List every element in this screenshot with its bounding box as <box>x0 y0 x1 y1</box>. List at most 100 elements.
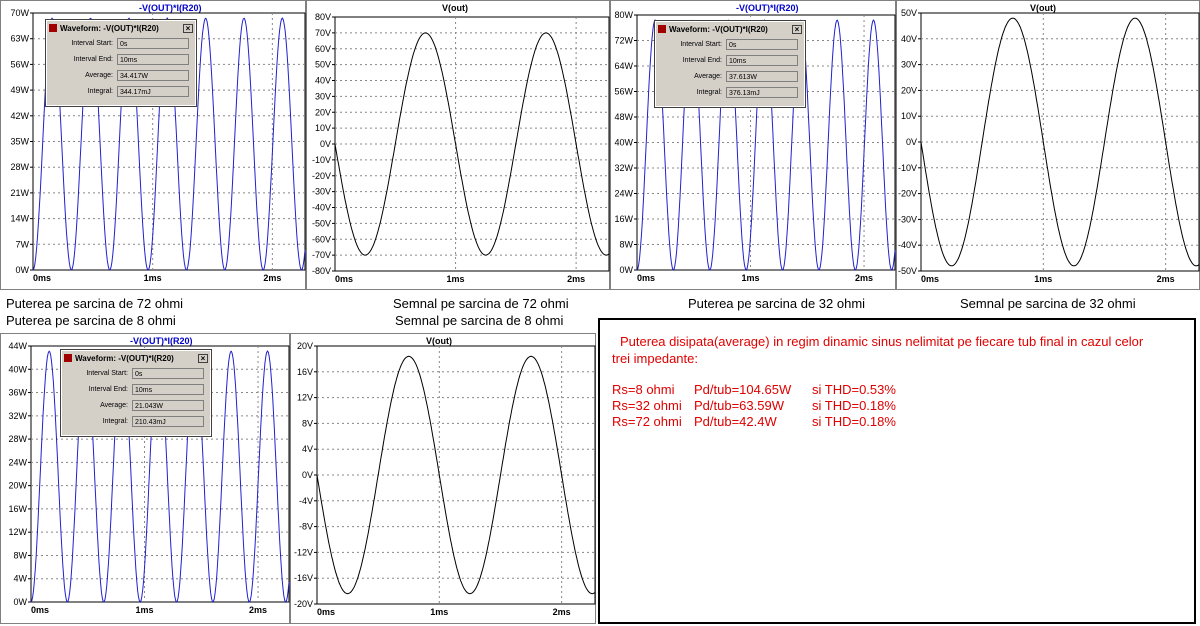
interval-start-label: Interval Start: <box>86 369 128 377</box>
waveform-dialog-8-ohm[interactable]: Waveform: -V(OUT)*I(R20) × Interval Start… <box>60 349 212 437</box>
y-tick-label: -60V <box>312 234 331 244</box>
results-note-box: Puterea disipata(average) in regim dinam… <box>598 318 1196 624</box>
x-tick-label: 0ms <box>921 274 939 284</box>
plot-title[interactable]: -V(OUT)*I(R20) <box>130 336 193 346</box>
waveform-dialog-72-ohm[interactable]: Waveform: -V(OUT)*I(R20) × Interval Start… <box>45 19 197 107</box>
plot-title[interactable]: V(out) <box>442 3 468 13</box>
y-tick-label: -20V <box>294 599 313 609</box>
close-icon[interactable]: × <box>792 24 802 34</box>
y-tick-label: -30V <box>898 214 917 224</box>
average-label: Average: <box>85 71 113 79</box>
y-tick-label: -50V <box>312 218 331 228</box>
dialog-title: Waveform: -V(OUT)*I(R20) <box>60 23 159 33</box>
x-tick-label: 2ms <box>567 274 585 284</box>
interval-end-field[interactable]: 10ms <box>132 383 204 395</box>
x-tick-label: 2ms <box>553 607 571 617</box>
x-tick-label: 0ms <box>317 607 335 617</box>
y-tick-label: 21W <box>10 188 29 198</box>
plot-area: V(out) 20V 16V 12V 8V 4V 0V -4V -8V -12V -16V -20V 0… <box>294 336 596 617</box>
y-tick-label: 42W <box>10 111 29 121</box>
y-tick-label: 24W <box>8 457 27 467</box>
y-tick-label: 16W <box>614 214 633 224</box>
y-tick-label: -8V <box>299 522 313 532</box>
y-tick-label: 60V <box>315 44 331 54</box>
y-tick-label: 10V <box>315 123 331 133</box>
plot-title[interactable]: -V(OUT)*I(R20) <box>736 3 799 13</box>
note-pd-72: Pd/tub=42.4W <box>694 414 777 429</box>
interval-start-field[interactable]: 0s <box>726 38 798 50</box>
y-tick-label: 40V <box>901 34 917 44</box>
interval-end-field[interactable]: 10ms <box>117 53 189 65</box>
x-tick-label: 0ms <box>335 274 353 284</box>
x-tick-label: 1ms <box>447 274 465 284</box>
y-tick-label: 32W <box>614 163 633 173</box>
x-tick-label: 1ms <box>430 607 448 617</box>
x-tick-label: 2ms <box>263 273 281 283</box>
caption-signal-32-ohm: Semnal pe sarcina de 32 ohmi <box>960 296 1136 311</box>
y-tick-label: 0V <box>302 470 313 480</box>
y-tick-label: 20V <box>901 85 917 95</box>
y-tick-label: 48W <box>614 112 633 122</box>
plot-signal-72-ohm[interactable]: V(out) 80V 70V 60V 50V 40V 30V 20V 10V 0V -10V -20V… <box>306 0 610 290</box>
y-tick-label: 10V <box>901 111 917 121</box>
interval-start-field[interactable]: 0s <box>132 367 204 379</box>
y-tick-label: 72W <box>614 36 633 46</box>
y-tick-label: 40V <box>315 76 331 86</box>
caption-signal-72-ohm: Semnal pe sarcina de 72 ohmi <box>393 296 569 311</box>
y-tick-label: 30V <box>901 60 917 70</box>
y-tick-label: 0V <box>320 139 331 149</box>
dialog-title: Waveform: -V(OUT)*I(R20) <box>669 24 768 34</box>
integral-label: Integral: <box>696 88 722 96</box>
integral-value: 376.13mJ <box>726 86 798 98</box>
y-tick-label: 80W <box>614 10 633 20</box>
waveform-trace <box>316 355 596 595</box>
y-tick-label: 16V <box>297 367 313 377</box>
y-tick-label: 8W <box>620 240 634 250</box>
interval-start-field[interactable]: 0s <box>117 37 189 49</box>
close-icon[interactable]: × <box>198 353 208 363</box>
y-tick-label: 63W <box>10 34 29 44</box>
y-tick-label: 50V <box>315 60 331 70</box>
y-tick-label: -50V <box>898 266 917 276</box>
note-pd-8: Pd/tub=104.65W <box>694 382 792 397</box>
dialog-titlebar[interactable]: Waveform: -V(OUT)*I(R20) × <box>656 22 804 36</box>
plot-signal-8-ohm[interactable]: V(out) 20V 16V 12V 8V 4V 0V -4V -8V -12V -16V -20V 0… <box>290 333 596 624</box>
average-label: Average: <box>694 72 722 80</box>
waveform-dialog-32-ohm[interactable]: Waveform: -V(OUT)*I(R20) × Interval Start… <box>654 20 806 108</box>
y-tick-label: 50V <box>901 8 917 18</box>
y-tick-label: -20V <box>898 189 917 199</box>
interval-start-label: Interval Start: <box>680 40 722 48</box>
x-tick-label: 1ms <box>136 605 154 615</box>
interval-end-field[interactable]: 10ms <box>726 54 798 66</box>
interval-end-label: Interval End: <box>73 55 113 63</box>
note-thd-8: si THD=0.53% <box>812 382 896 397</box>
dialog-titlebar[interactable]: Waveform: -V(OUT)*I(R20) × <box>62 351 210 365</box>
dialog-titlebar[interactable]: Waveform: -V(OUT)*I(R20) × <box>47 21 195 35</box>
x-tick-label: 0ms <box>31 605 49 615</box>
plot-title[interactable]: -V(OUT)*I(R20) <box>139 3 202 13</box>
y-tick-label: 28W <box>8 434 27 444</box>
note-intro-line-1: Puterea disipata(average) in regim dinam… <box>620 334 1144 349</box>
y-tick-label: 32W <box>8 411 27 421</box>
plot-area: V(out) 80V 70V 60V 50V 40V 30V 20V 10V 0V -10V -20V… <box>312 3 610 284</box>
y-tick-label: 40W <box>8 364 27 374</box>
y-tick-label: 70W <box>10 8 29 18</box>
y-tick-label: -30V <box>312 187 331 197</box>
y-tick-label: 0W <box>620 265 634 275</box>
y-tick-label: -4V <box>299 496 313 506</box>
plot-title[interactable]: V(out) <box>1030 3 1056 13</box>
app-icon <box>49 24 57 32</box>
y-tick-label: 12W <box>8 527 27 537</box>
caption-signal-8-ohm: Semnal pe sarcina de 8 ohmi <box>395 313 564 328</box>
note-intro-line-2: trei impedante: <box>612 351 698 366</box>
plot-signal-32-ohm[interactable]: V(out) 50V 40V 30V 20V 10V 0V -10V -20V -30V -40V -… <box>896 0 1200 290</box>
y-tick-label: -70V <box>312 250 331 260</box>
y-tick-label: 16W <box>8 504 27 514</box>
app-icon <box>658 25 666 33</box>
y-tick-label: 8W <box>14 550 28 560</box>
y-tick-label: 4V <box>302 444 313 454</box>
waveform-trace <box>920 17 1200 267</box>
close-icon[interactable]: × <box>183 23 193 33</box>
plot-title[interactable]: V(out) <box>426 336 452 346</box>
caption-power-72-ohm: Puterea pe sarcina de 72 ohmi <box>6 296 184 311</box>
